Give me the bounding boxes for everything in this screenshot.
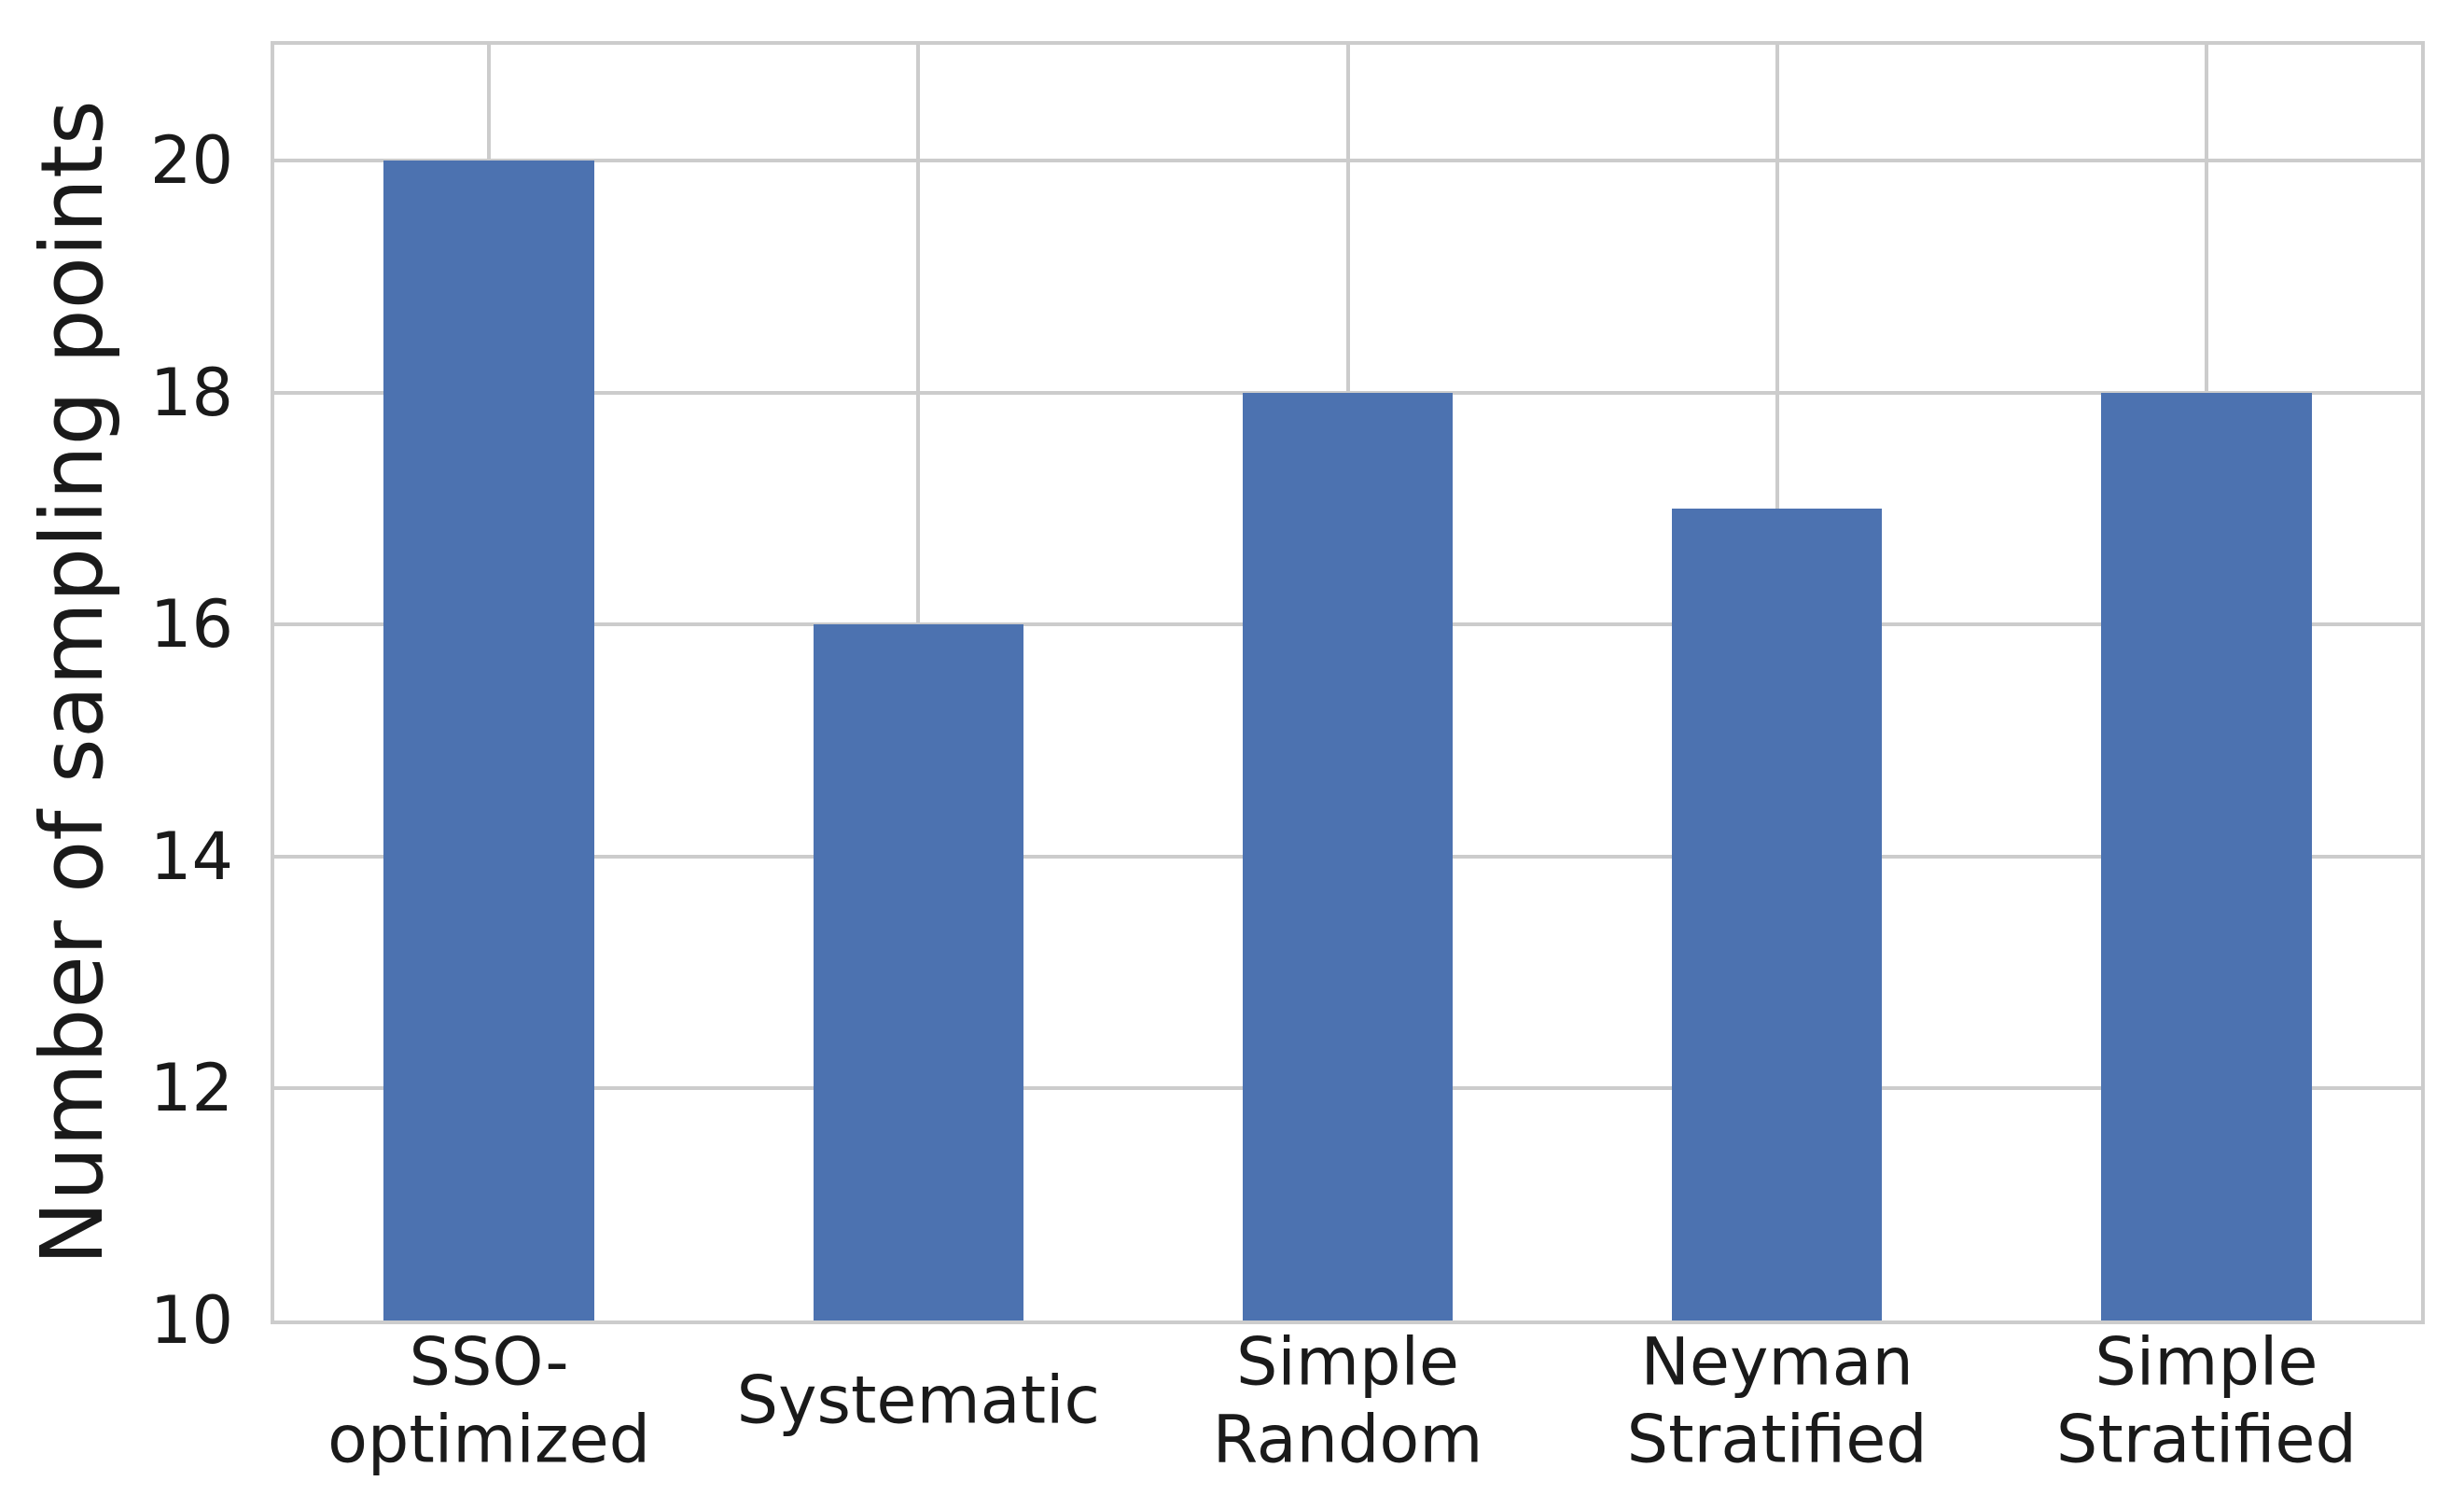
y-axis-label-container: Number of sampling points: [11, 41, 132, 1324]
x-tick-simple-stratified: Simple Stratified: [2055, 1323, 2357, 1477]
x-tick-labels: SSO- optimized Systematic Simple Random Ney…: [274, 45, 2421, 1477]
bar-simple-random: [1242, 392, 1454, 1320]
y-tick-10: 10: [149, 1282, 233, 1359]
x-tick-simple-random: Simple Random: [1212, 1323, 1483, 1477]
y-tick-18: 18: [149, 354, 233, 431]
bar-simple-stratified: [2101, 392, 2312, 1320]
x-tick-systematic: Systematic: [736, 1362, 1100, 1439]
y-tick-12: 12: [149, 1050, 233, 1127]
plot-area: 10 12 14 16 18 20 SSO- optimized Systematic Sim…: [150, 41, 2425, 1477]
bar-sso--optimized: [383, 161, 594, 1320]
bar-systematic: [813, 624, 1024, 1320]
y-tick-labels: 10 12 14 16 18 20: [150, 45, 2421, 1353]
y-tick-20: 20: [149, 122, 233, 200]
y-tick-14: 14: [149, 817, 233, 895]
x-tick-neyman-stratified: Neyman Stratified: [1626, 1323, 1928, 1477]
bar-neyman-stratified: [1671, 509, 1883, 1320]
bars-layer: [274, 45, 2421, 1320]
x-tick-sso--optimized: SSO- optimized: [327, 1323, 651, 1477]
y-tick-16: 16: [149, 586, 233, 664]
y-axis-label: Number of sampling points: [21, 100, 122, 1265]
